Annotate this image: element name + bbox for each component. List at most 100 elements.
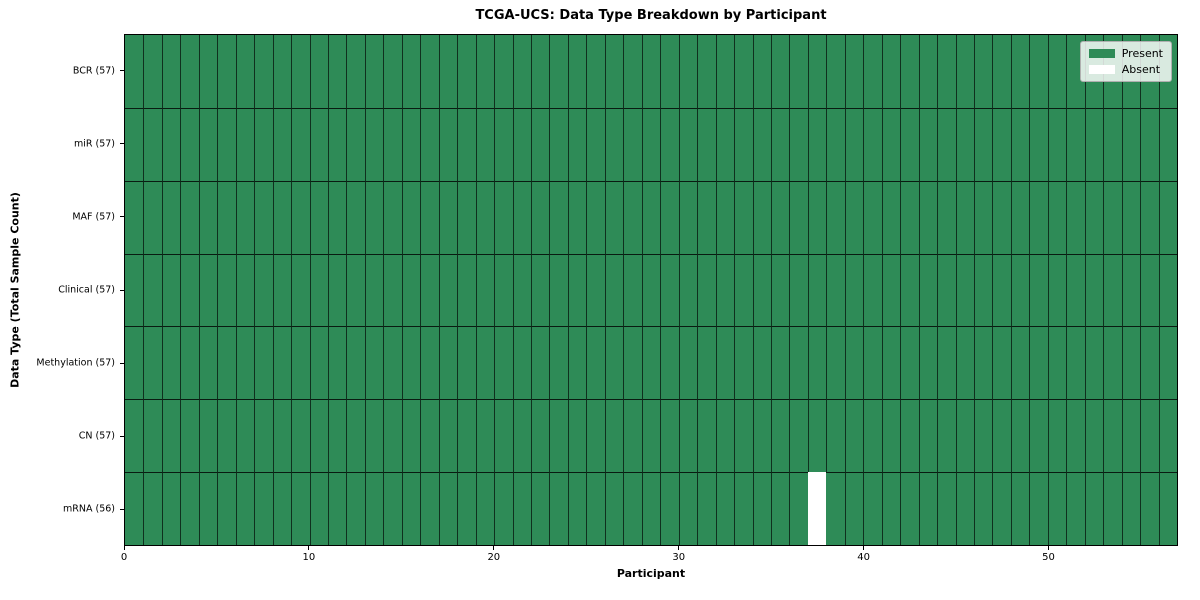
heatmap-cell bbox=[272, 35, 292, 108]
heatmap-cell bbox=[1158, 253, 1177, 327]
heatmap-cell bbox=[309, 253, 329, 327]
heatmap-cell bbox=[512, 107, 532, 181]
heatmap-cell bbox=[734, 472, 753, 545]
heatmap-cell bbox=[217, 472, 236, 545]
heatmap-cell bbox=[1103, 472, 1122, 545]
heatmap-cell bbox=[992, 472, 1011, 545]
heatmap-cell bbox=[900, 472, 919, 545]
heatmap-cell bbox=[383, 472, 402, 545]
heatmap-cell bbox=[678, 180, 698, 254]
heatmap-cell bbox=[973, 472, 993, 545]
heatmap-cell bbox=[531, 399, 550, 473]
heatmap-cell bbox=[992, 180, 1011, 254]
heatmap-cell bbox=[678, 107, 698, 181]
heatmap-cell bbox=[438, 326, 458, 400]
heatmap-cell bbox=[125, 326, 144, 400]
heatmap-cell bbox=[143, 253, 162, 327]
heatmap-cell bbox=[346, 399, 365, 473]
legend-item: Present bbox=[1088, 48, 1163, 59]
heatmap-cell bbox=[512, 253, 532, 327]
heatmap-cell bbox=[623, 326, 642, 400]
heatmap-cell bbox=[457, 326, 476, 400]
heatmap-cell bbox=[235, 326, 255, 400]
heatmap-cell bbox=[697, 253, 716, 327]
heatmap-cell bbox=[1029, 35, 1048, 108]
heatmap-cell bbox=[918, 326, 938, 400]
heatmap-cell bbox=[475, 399, 495, 473]
heatmap-cell bbox=[641, 35, 661, 108]
heatmap-cell bbox=[383, 180, 402, 254]
heatmap-cell bbox=[401, 399, 421, 473]
plot-area: Present Absent bbox=[124, 34, 1178, 546]
heatmap-cell bbox=[272, 180, 292, 254]
heatmap-cell bbox=[457, 472, 476, 545]
heatmap-cell bbox=[826, 180, 845, 254]
heatmap-cell bbox=[1158, 180, 1177, 254]
heatmap-cell bbox=[789, 326, 808, 400]
heatmap-cell bbox=[217, 253, 236, 327]
heatmap-cell bbox=[844, 253, 864, 327]
heatmap-cell bbox=[364, 180, 384, 254]
heatmap-cell bbox=[512, 326, 532, 400]
heatmap-cell bbox=[697, 35, 716, 108]
heatmap-cell bbox=[1010, 35, 1030, 108]
heatmap-cell bbox=[143, 472, 162, 545]
heatmap-cell bbox=[1066, 253, 1085, 327]
heatmap-cell bbox=[401, 253, 421, 327]
heatmap-cell bbox=[512, 180, 532, 254]
heatmap-cell bbox=[1047, 253, 1067, 327]
heatmap-cell bbox=[531, 35, 550, 108]
heatmap-cell bbox=[1029, 472, 1048, 545]
heatmap-cell bbox=[1084, 326, 1104, 400]
heatmap-cell bbox=[1140, 180, 1159, 254]
y-tick-mark bbox=[120, 508, 124, 510]
heatmap-cell bbox=[715, 326, 735, 400]
heatmap-cell bbox=[697, 107, 716, 181]
heatmap-cell bbox=[789, 107, 808, 181]
heatmap-cell bbox=[364, 253, 384, 327]
heatmap-cell bbox=[494, 399, 513, 473]
heatmap-cell bbox=[475, 326, 495, 400]
heatmap-cell bbox=[715, 472, 735, 545]
heatmap-cell bbox=[586, 399, 605, 473]
heatmap-cell bbox=[770, 326, 790, 400]
heatmap-cell bbox=[863, 399, 882, 473]
heatmap-cell bbox=[789, 399, 808, 473]
heatmap-cell bbox=[567, 35, 587, 108]
heatmap-cell bbox=[531, 472, 550, 545]
heatmap-cell bbox=[752, 326, 771, 400]
x-axis-label: Participant bbox=[616, 567, 686, 580]
heatmap-cell bbox=[383, 326, 402, 400]
heatmap-cell bbox=[660, 107, 679, 181]
heatmap-cell bbox=[715, 253, 735, 327]
heatmap-cell bbox=[900, 107, 919, 181]
x-tick-mark bbox=[493, 546, 495, 550]
heatmap-cell bbox=[678, 472, 698, 545]
heatmap-cell bbox=[660, 35, 679, 108]
heatmap-cell bbox=[863, 326, 882, 400]
y-tick-label: mRNA (56) bbox=[63, 503, 115, 515]
heatmap-cell bbox=[328, 35, 347, 108]
heatmap-cell bbox=[752, 107, 771, 181]
heatmap-cell bbox=[844, 35, 864, 108]
heatmap-cell bbox=[1066, 107, 1085, 181]
heatmap-cell bbox=[494, 180, 513, 254]
heatmap-cell bbox=[900, 180, 919, 254]
x-tick-label: 30 bbox=[672, 552, 686, 563]
heatmap-cell bbox=[1121, 253, 1141, 327]
heatmap-cell bbox=[180, 107, 199, 181]
heatmap-cell bbox=[586, 107, 605, 181]
heatmap-cell bbox=[1084, 253, 1104, 327]
heatmap-cell bbox=[973, 399, 993, 473]
heatmap-cell bbox=[346, 35, 365, 108]
heatmap-cell bbox=[549, 472, 568, 545]
heatmap-cell bbox=[512, 35, 532, 108]
heatmap-cell bbox=[623, 253, 642, 327]
heatmap-cell bbox=[346, 472, 365, 545]
heatmap-cell bbox=[641, 180, 661, 254]
heatmap-cell bbox=[900, 399, 919, 473]
heatmap-cell bbox=[438, 35, 458, 108]
heatmap-cell bbox=[217, 180, 236, 254]
heatmap-cell bbox=[549, 399, 568, 473]
heatmap-cell bbox=[881, 107, 901, 181]
